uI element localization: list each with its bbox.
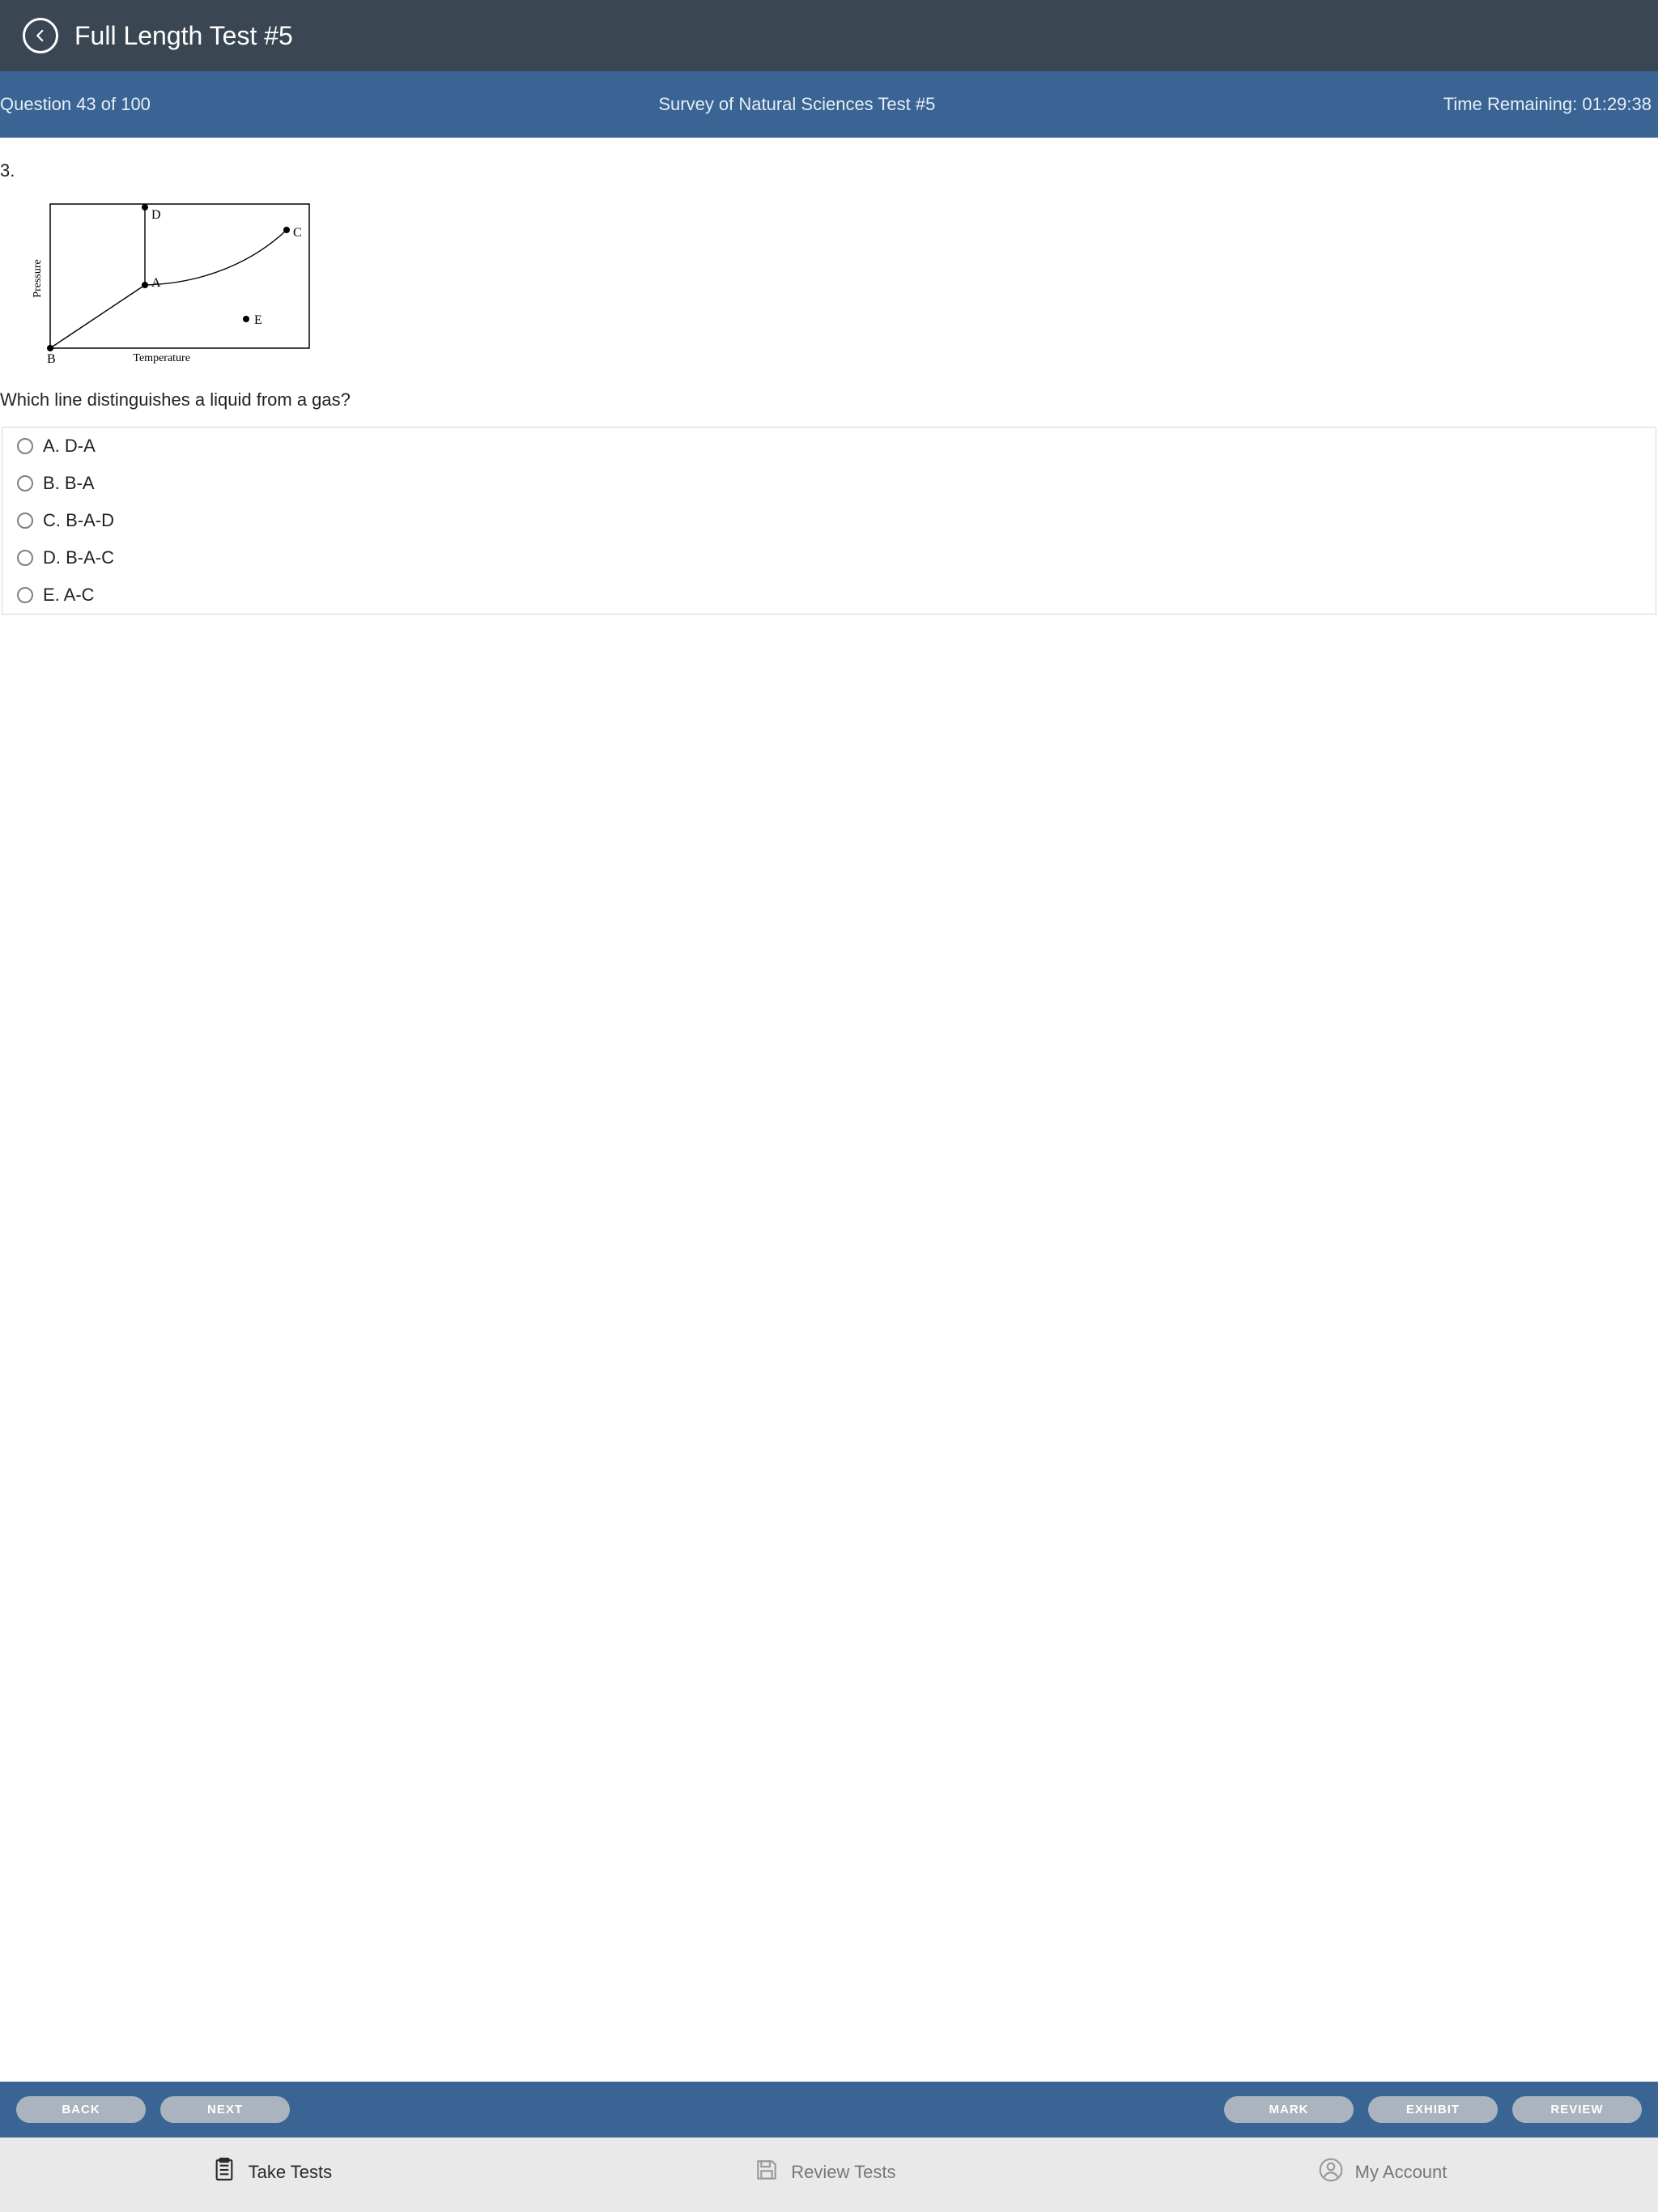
answer-text: C. B-A-D — [43, 510, 114, 531]
answer-text: A. D-A — [43, 436, 96, 457]
radio-icon[interactable] — [17, 513, 33, 529]
answer-option-c[interactable]: C. B-A-D — [2, 502, 1656, 539]
question-prompt: Which line distinguishes a liquid from a… — [0, 389, 1658, 410]
question-number: 3. — [0, 160, 1658, 181]
section-title: Survey of Natural Sciences Test #5 — [151, 94, 1443, 115]
nav-my-account[interactable]: My Account — [1318, 2157, 1448, 2188]
answer-text: E. A-C — [43, 585, 95, 606]
back-button[interactable]: BACK — [16, 2096, 146, 2123]
radio-icon[interactable] — [17, 438, 33, 454]
radio-icon[interactable] — [17, 475, 33, 491]
question-progress: Question 43 of 100 — [0, 94, 151, 115]
phase-diagram: B A D C E Temperature Pressure — [19, 196, 1658, 370]
back-icon[interactable] — [23, 18, 58, 53]
svg-text:Pressure: Pressure — [32, 259, 44, 297]
user-icon — [1318, 2157, 1344, 2188]
svg-text:B: B — [47, 352, 56, 366]
answer-text: D. B-A-C — [43, 547, 114, 568]
bottom-nav: Take Tests Review Tests My Account — [0, 2138, 1658, 2212]
clipboard-icon — [211, 2157, 237, 2188]
nav-review-tests[interactable]: Review Tests — [754, 2157, 895, 2188]
radio-icon[interactable] — [17, 587, 33, 603]
nav-take-tests[interactable]: Take Tests — [211, 2157, 333, 2188]
nav-label: My Account — [1355, 2162, 1448, 2183]
svg-text:E: E — [254, 313, 262, 327]
answer-option-b[interactable]: B. B-A — [2, 465, 1656, 502]
radio-icon[interactable] — [17, 550, 33, 566]
answer-text: B. B-A — [43, 473, 95, 494]
top-bar: Full Length Test #5 — [0, 0, 1658, 71]
info-bar: Question 43 of 100 Survey of Natural Sci… — [0, 71, 1658, 138]
review-button[interactable]: REVIEW — [1512, 2096, 1642, 2123]
svg-text:D: D — [151, 208, 161, 222]
action-bar: BACK NEXT MARK EXHIBIT REVIEW — [0, 2082, 1658, 2138]
save-icon — [754, 2157, 780, 2188]
answer-option-a[interactable]: A. D-A — [2, 428, 1656, 465]
answer-list: A. D-A B. B-A C. B-A-D D. B-A-C E. A-C — [2, 427, 1656, 615]
answer-option-d[interactable]: D. B-A-C — [2, 539, 1656, 576]
next-button[interactable]: NEXT — [160, 2096, 290, 2123]
question-content: 3. B A D C E Temperature Pressure Which line d… — [0, 138, 1658, 2082]
answer-option-e[interactable]: E. A-C — [2, 576, 1656, 614]
time-remaining: Time Remaining: 01:29:38 — [1443, 94, 1658, 115]
nav-label: Review Tests — [791, 2162, 895, 2183]
svg-text:Temperature: Temperature — [133, 352, 190, 364]
nav-label: Take Tests — [249, 2162, 333, 2183]
mark-button[interactable]: MARK — [1224, 2096, 1354, 2123]
svg-text:A: A — [151, 276, 161, 290]
svg-text:C: C — [293, 226, 302, 240]
page-title: Full Length Test #5 — [74, 21, 293, 51]
exhibit-button[interactable]: EXHIBIT — [1368, 2096, 1498, 2123]
